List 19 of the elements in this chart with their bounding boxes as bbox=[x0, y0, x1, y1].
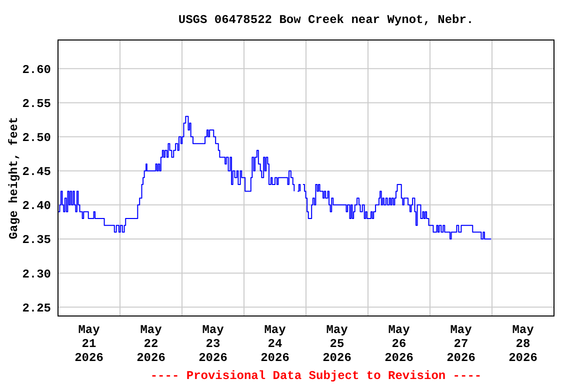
x-tick-label: May 26 2026 bbox=[384, 323, 414, 365]
x-tick-label: May 25 2026 bbox=[322, 323, 352, 365]
text: ---- Provisional Data Subject to Revision ---- bbox=[150, 369, 482, 383]
y-tick-label: 2.25 bbox=[22, 301, 51, 316]
x-tick-label: May 24 2026 bbox=[260, 323, 290, 365]
x-tick-label: May 22 2026 bbox=[136, 323, 166, 365]
y-tick-label: 2.55 bbox=[22, 96, 51, 111]
y-tick-label: 2.50 bbox=[22, 130, 51, 145]
y-tick-label: 2.60 bbox=[22, 62, 51, 77]
y-tick-label: 2.35 bbox=[22, 233, 51, 248]
y-tick-label: 2.30 bbox=[22, 267, 51, 282]
x-tick-label: May 23 2026 bbox=[198, 323, 228, 365]
y-tick-label: 2.40 bbox=[22, 199, 51, 214]
y-axis-title: Gage height, feet bbox=[7, 116, 21, 240]
x-tick-label: May 28 2026 bbox=[508, 323, 538, 365]
x-tick-label: May 21 2026 bbox=[74, 323, 104, 365]
x-tick-label: May 27 2026 bbox=[446, 323, 476, 365]
chart-title: USGS 06478522 Bow Creek near Wynot, Nebr. bbox=[178, 13, 474, 27]
y-tick-label: 2.45 bbox=[22, 165, 51, 180]
